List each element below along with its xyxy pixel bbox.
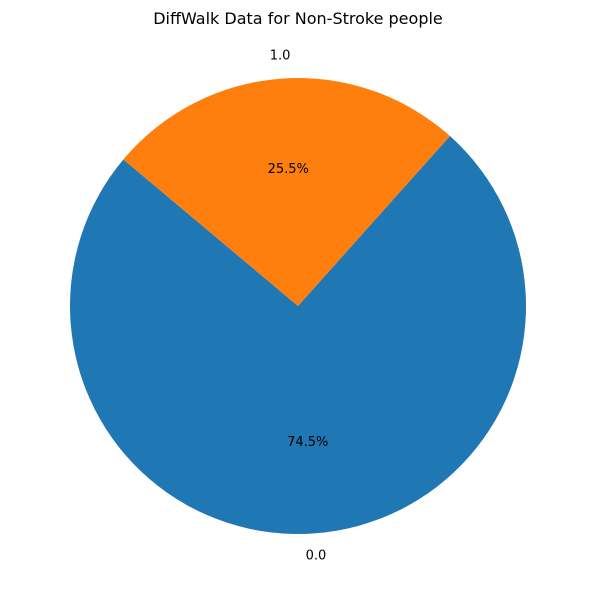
chart-title: DiffWalk Data for Non-Stroke people [153, 9, 443, 28]
slice-label-1-0: 1.0 [270, 48, 291, 63]
slice-label-0-0: 0.0 [306, 549, 327, 564]
pie-group: 0.0 74.5% 1.0 25.5% [69, 48, 526, 564]
pie-slice-0-0 [69, 136, 526, 534]
pie-slice-1-0 [123, 78, 450, 307]
slice-percent-1-0: 25.5% [268, 162, 309, 177]
slice-percent-0-0: 74.5% [287, 435, 328, 450]
